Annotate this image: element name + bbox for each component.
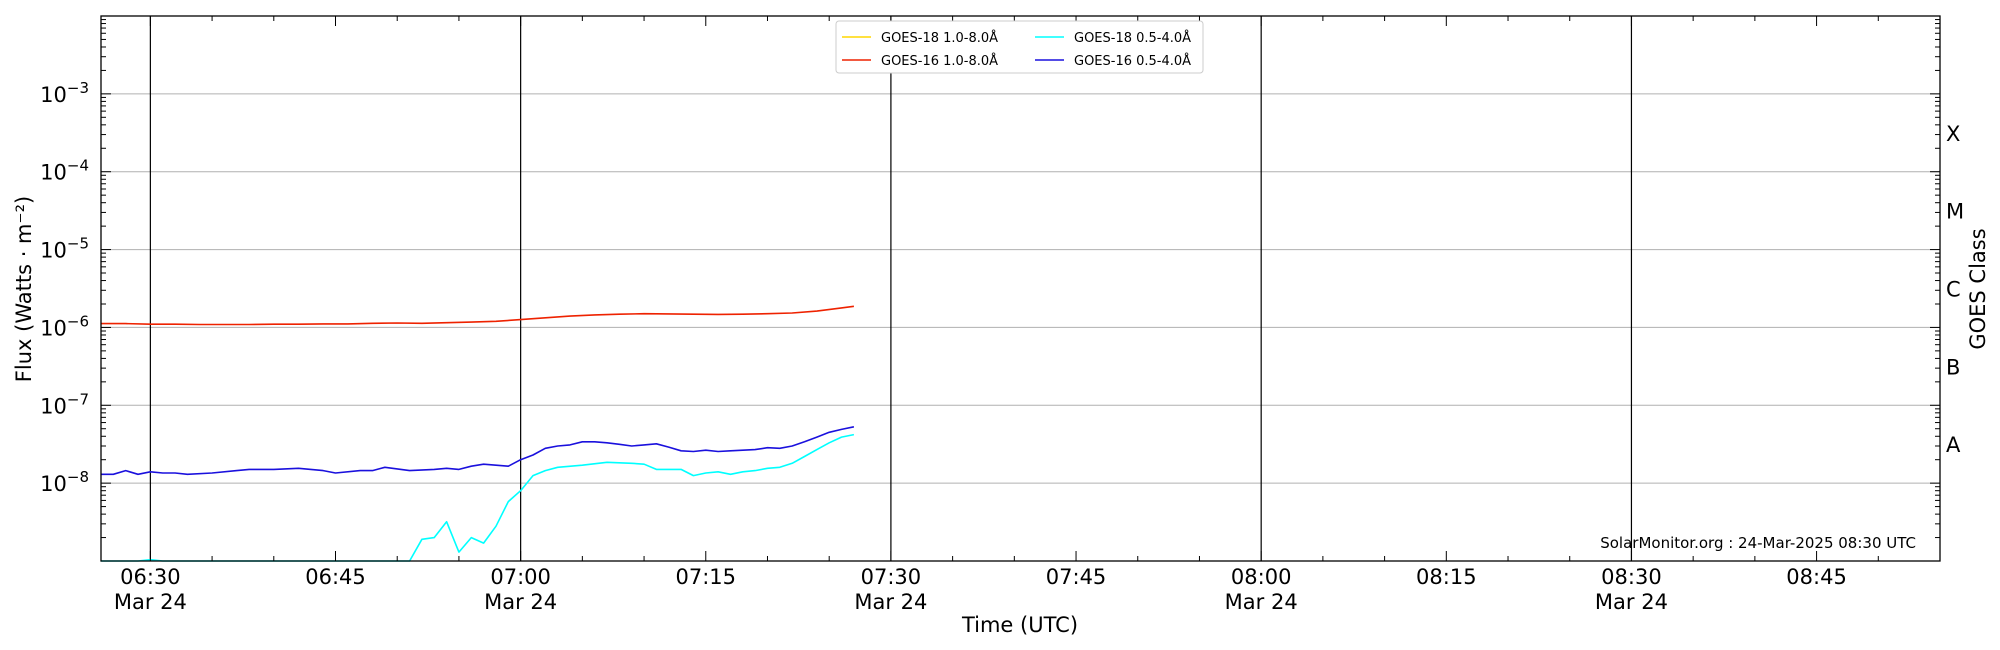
x-tick-label: 06:45 xyxy=(305,565,366,589)
axis-ticks xyxy=(101,16,1941,562)
legend-box xyxy=(835,20,1204,74)
x-tick-label: 08:30 xyxy=(1601,565,1662,589)
x-tick-label: 07:30 xyxy=(861,565,922,589)
legend: GOES-18 1.0-8.0Å GOES-16 1.0-8.0Å GOES-1… xyxy=(835,20,1204,74)
y-tick-label: 10−3 xyxy=(40,79,89,107)
series-line-1 xyxy=(101,305,855,326)
legend-label-goes18-short: GOES-18 0.5-4.0Å xyxy=(1074,30,1191,46)
y-tick-label: 10−4 xyxy=(40,157,89,185)
y-tick-label: 10−6 xyxy=(40,312,89,340)
goes-class-label-b: B xyxy=(1946,355,1960,379)
legend-label-goes16-short: GOES-16 0.5-4.0Å xyxy=(1074,53,1191,69)
series-line-3 xyxy=(101,426,855,476)
plot-background xyxy=(101,16,1940,561)
x-tick-label: 07:00 xyxy=(490,565,551,589)
goes-class-label-x: X xyxy=(1946,122,1960,146)
goes-class-labels: A B C M X xyxy=(1946,122,1964,457)
x-tick-date-label: Mar 24 xyxy=(854,590,927,614)
y-tick-label: 10−7 xyxy=(40,390,89,418)
x-tick-label: 06:30 xyxy=(120,565,181,589)
y-axis-title: Flux (Watts · m⁻²) xyxy=(12,196,36,382)
y-tick-label: 10−5 xyxy=(40,235,89,263)
legend-label-goes16-long: GOES-16 1.0-8.0Å xyxy=(881,53,998,69)
grid-lines xyxy=(101,93,1940,484)
series-line-2 xyxy=(101,433,855,562)
legend-label-goes18-long: GOES-18 1.0-8.0Å xyxy=(881,30,998,46)
goes-class-label-c: C xyxy=(1946,278,1961,302)
x-tick-date-label: Mar 24 xyxy=(1595,590,1668,614)
x-axis-title: Time (UTC) xyxy=(961,613,1078,637)
time-marker-lines xyxy=(149,16,1633,561)
goes-class-label-a: A xyxy=(1946,433,1961,457)
x-tick-label: 07:45 xyxy=(1046,565,1107,589)
x-tick-label: 08:45 xyxy=(1786,565,1847,589)
y-tick-label: 10−8 xyxy=(40,468,89,496)
credit-text: SolarMonitor.org : 24-Mar-2025 08:30 UTC xyxy=(1600,534,1916,552)
goes-class-label-m: M xyxy=(1946,200,1964,224)
x-tick-label: 08:00 xyxy=(1231,565,1292,589)
y-axis-right-title: GOES Class xyxy=(1966,228,1990,349)
x-tick-date-label: Mar 24 xyxy=(484,590,557,614)
plot-frame xyxy=(100,15,1941,562)
x-tick-date-label: Mar 24 xyxy=(114,590,187,614)
series-lines xyxy=(101,305,855,562)
x-tick-date-label: Mar 24 xyxy=(1225,590,1298,614)
x-tick-label: 07:15 xyxy=(676,565,737,589)
x-tick-label: 08:15 xyxy=(1416,565,1477,589)
